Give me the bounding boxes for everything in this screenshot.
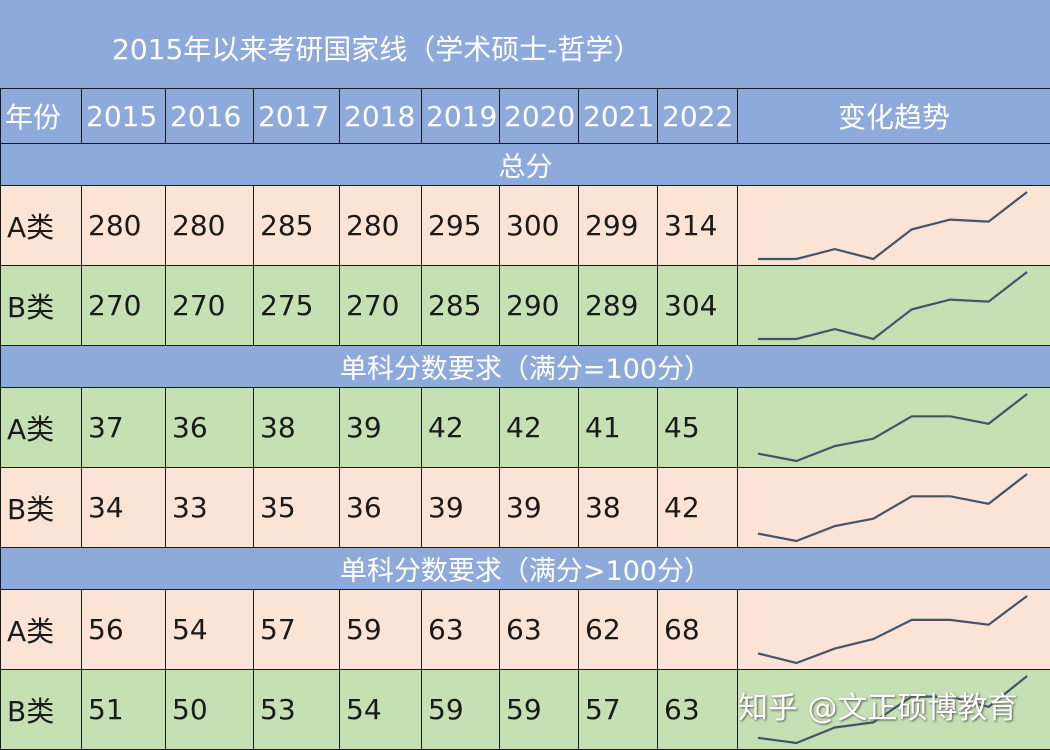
section-header-row: 单科分数要求（满分>100分） [1,548,1050,590]
score-cell: 34 [82,468,166,548]
score-cell: 57 [254,590,340,670]
score-cell: 280 [82,186,166,266]
score-cell: 57 [579,670,658,750]
trend-sparkline [738,186,1050,266]
score-cell: 295 [422,186,500,266]
section-header-row: 总分 [1,144,1050,186]
trend-sparkline [738,590,1050,670]
score-cell: 39 [422,468,500,548]
trend-sparkline [738,388,1050,468]
score-cell: 63 [500,590,579,670]
header-year: 2021 [579,89,658,144]
header-year: 2015 [82,89,166,144]
score-cell: 280 [166,186,254,266]
section-label: 单科分数要求（满分=100分） [1,346,1050,388]
score-cell: 38 [579,468,658,548]
score-cell: 63 [658,670,738,750]
score-cell: 54 [340,670,422,750]
score-cell: 59 [500,670,579,750]
score-cell: 299 [579,186,658,266]
score-cell: 36 [340,468,422,548]
score-cell: 41 [579,388,658,468]
score-cell: 56 [82,590,166,670]
row-label: A类 [1,590,82,670]
score-cell: 275 [254,266,340,346]
section-header-row: 单科分数要求（满分=100分） [1,346,1050,388]
header-year: 2017 [254,89,340,144]
score-cell: 50 [166,670,254,750]
row-label: B类 [1,670,82,750]
row-label: B类 [1,468,82,548]
score-cell: 35 [254,468,340,548]
table-title: 2015年以来考研国家线（学术硕士-哲学） [0,0,1050,88]
watermark: 知乎 @文正硕博教育 [738,683,1018,727]
score-cell: 53 [254,670,340,750]
header-year: 2022 [658,89,738,144]
score-cell: 270 [340,266,422,346]
sparkline-icon [738,468,1050,547]
section-label: 总分 [1,144,1050,186]
score-cell: 51 [82,670,166,750]
score-cell: 63 [422,590,500,670]
header-year: 2018 [340,89,422,144]
row-label: A类 [1,388,82,468]
sparkline-icon [738,266,1050,345]
score-cell: 62 [579,590,658,670]
header-row: 年份 2015 2016 2017 2018 2019 2020 2021 20… [1,89,1050,144]
score-cell: 290 [500,266,579,346]
trend-sparkline [738,266,1050,346]
score-cell: 39 [500,468,579,548]
sparkline-icon [738,388,1050,467]
score-cell: 42 [500,388,579,468]
row-label: B类 [1,266,82,346]
score-cell: 42 [658,468,738,548]
score-cell: 39 [340,388,422,468]
score-cell: 304 [658,266,738,346]
header-year-label: 年份 [1,89,82,144]
score-cell: 270 [82,266,166,346]
score-cell: 300 [500,186,579,266]
section-label: 单科分数要求（满分>100分） [1,548,1050,590]
header-trend: 变化趋势 [738,89,1050,144]
score-cell: 37 [82,388,166,468]
score-cell: 54 [166,590,254,670]
score-cell: 36 [166,388,254,468]
score-cell: 285 [422,266,500,346]
score-cell: 270 [166,266,254,346]
header-year: 2019 [422,89,500,144]
sparkline-icon [738,590,1050,669]
sparkline-icon [738,186,1050,265]
score-table: 年份 2015 2016 2017 2018 2019 2020 2021 20… [0,88,1050,750]
trend-sparkline [738,468,1050,548]
score-cell: 314 [658,186,738,266]
header-year: 2020 [500,89,579,144]
score-cell: 59 [340,590,422,670]
score-cell: 280 [340,186,422,266]
score-cell: 59 [422,670,500,750]
title-text: 2015年以来考研国家线（学术硕士-哲学） [112,28,641,68]
header-year: 2016 [166,89,254,144]
score-cell: 42 [422,388,500,468]
score-cell: 285 [254,186,340,266]
row-label: A类 [1,186,82,266]
score-cell: 68 [658,590,738,670]
score-cell: 33 [166,468,254,548]
score-cell: 38 [254,388,340,468]
score-cell: 45 [658,388,738,468]
score-cell: 289 [579,266,658,346]
